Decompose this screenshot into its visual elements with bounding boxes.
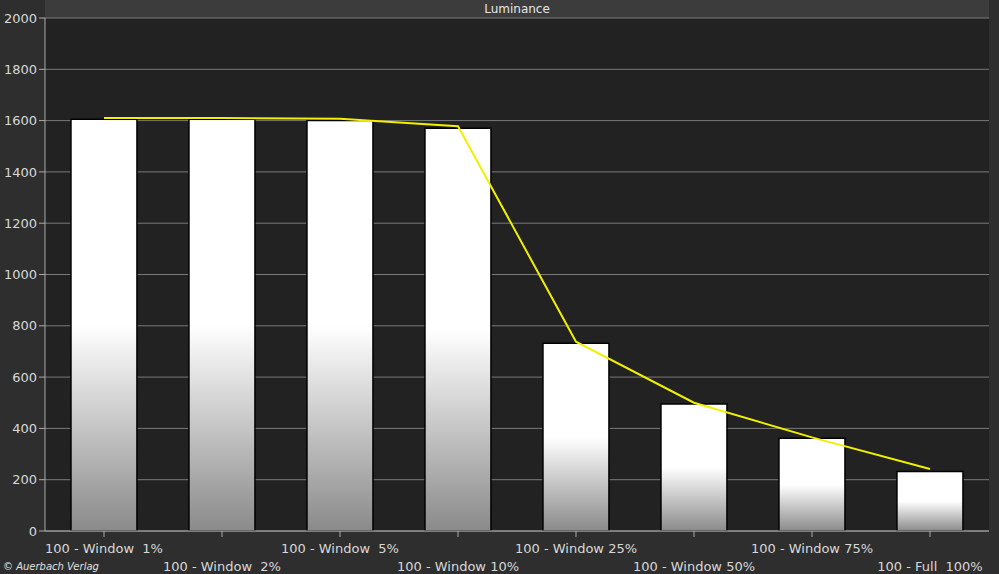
svg-text:100 - Window 5%: 100 - Window 5%: [281, 541, 399, 556]
svg-text:1000: 1000: [8, 267, 37, 282]
svg-text:100 - Window 2%: 100 - Window 2%: [163, 559, 281, 574]
svg-text:1600: 1600: [8, 113, 37, 128]
svg-text:400: 400: [12, 421, 37, 436]
svg-text:100 - Full 100%: 100 - Full 100%: [877, 559, 982, 574]
svg-text:100 - Window 1%: 100 - Window 1%: [45, 541, 163, 556]
svg-text:200: 200: [12, 472, 37, 487]
svg-text:2000: 2000: [8, 11, 37, 26]
svg-text:100 - Window 75%: 100 - Window 75%: [751, 541, 873, 556]
svg-text:800: 800: [12, 318, 37, 333]
svg-text:1200: 1200: [8, 216, 37, 231]
html-text:© Auerbach Verlag: © Auerbach Verlag: [3, 561, 99, 572]
svg-text:1800: 1800: [8, 62, 37, 77]
html-text:Luminance: Luminance: [484, 2, 550, 16]
svg-text:1400: 1400: [8, 165, 37, 180]
svg-text:100 - Window 10%: 100 - Window 10%: [397, 559, 519, 574]
svg-text:0: 0: [29, 524, 37, 539]
svg-text:600: 600: [12, 370, 37, 385]
svg-text:100 - Window 25%: 100 - Window 25%: [515, 541, 637, 556]
svg-text:100 - Window 50%: 100 - Window 50%: [633, 559, 755, 574]
